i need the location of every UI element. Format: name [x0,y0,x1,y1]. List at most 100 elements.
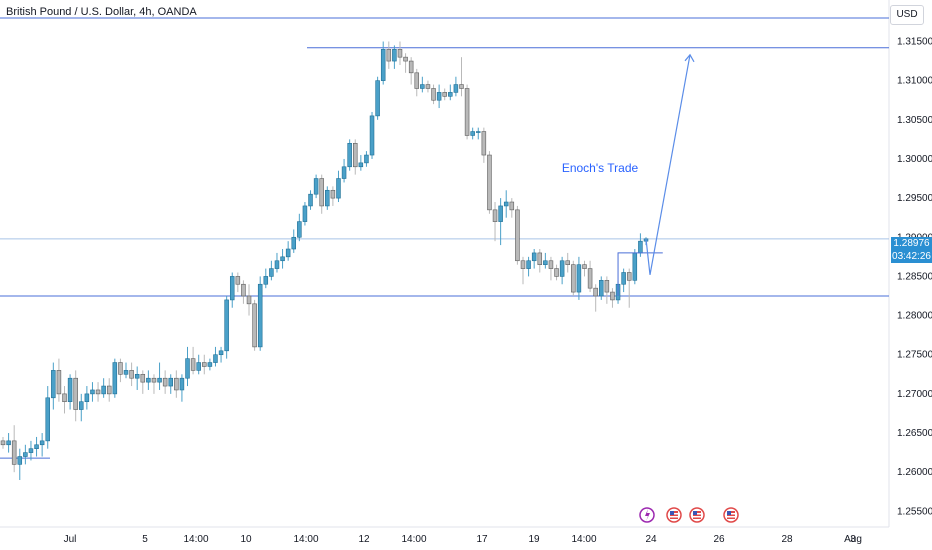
candle-body [101,385,106,395]
candle-body [134,373,140,379]
candle-body [246,295,252,305]
time-tick-label: 14:00 [401,534,426,545]
candle-body [481,131,487,156]
candle-body [118,362,123,375]
candle-body [297,221,302,238]
candle-body [269,268,274,277]
candle-body [0,440,6,446]
us-flag-icon[interactable] [689,507,705,523]
candle-body [174,377,179,391]
time-axis: Jul 5 14:00 10 14:00 12 14:00 17 19 14:00 24 26 28 Au… [64,534,862,545]
candle-body [364,154,369,164]
candle-body [470,131,475,136]
candle-body [492,209,498,222]
candle-body [67,377,73,403]
candle-body [503,201,509,207]
candle-body [638,240,643,254]
price-tick-label: 1.26000 [897,467,932,478]
candle-body [11,440,17,465]
lightning-event-icon[interactable] [639,507,655,523]
economic-events[interactable] [639,507,739,523]
candle-body [73,377,78,410]
candle-body [621,272,626,285]
candle-body [369,115,375,156]
trade-annotation: Enoch's Trade [562,161,639,175]
us-flag-icon[interactable] [723,507,739,523]
flag-white-stripe [670,516,678,518]
candle-body [498,205,503,222]
candle-body [548,260,554,269]
time-tick-label: 14:00 [183,534,208,545]
currency-button[interactable]: USD [890,5,924,25]
flag-canton [670,511,674,515]
candle-body [554,268,559,277]
price-tick-label: 1.31000 [897,76,932,87]
candle-body [358,162,364,168]
candle-body [559,260,565,277]
candle-body [610,291,615,301]
chart-title: British Pound / U.S. Dollar, 4h, OANDA [6,6,197,18]
projection-path [645,54,691,275]
candle-body [476,131,481,133]
price-tick-label: 1.28000 [897,311,932,322]
candle-body [380,49,386,81]
time-tick-label: Jul [64,534,77,545]
candle-body [308,193,313,207]
candle-body [403,56,408,62]
candle-body [6,440,11,446]
candle-body [39,440,45,446]
price-tick-label: 1.30500 [897,115,932,126]
time-tick-label: 26 [713,534,725,545]
flag-canton [727,511,731,515]
candle-body [487,154,492,211]
time-tick-label: 10 [240,534,252,545]
candle-body [442,92,447,97]
candle-body [582,264,587,269]
candle-body [229,276,235,301]
price-tick-label: 1.25500 [897,506,932,517]
lightning-bolt [645,509,650,521]
candle-body [123,370,129,375]
candle-body [280,256,285,262]
candle-body [257,283,263,348]
candle-body [397,49,403,58]
candle-body [146,377,151,383]
candle-body [531,252,537,262]
price-axis: 1.315001.310001.305001.300001.295001.290… [897,36,932,517]
candle-body [168,377,173,387]
candle-body [375,80,380,117]
horizontal-levels [0,17,889,459]
candle-body [106,385,112,395]
candle-body [453,84,459,93]
price-tick-label: 1.27000 [897,389,932,400]
candle-body [79,401,84,410]
candle-body [291,236,297,250]
candle-body [140,373,146,383]
candle-body [515,209,520,262]
candle-body [330,189,336,199]
candle-body [604,280,610,293]
bar-countdown: 03:42:26 [892,251,931,262]
candle-body [202,362,207,367]
candle-body [56,370,62,395]
us-flag-icon[interactable] [666,507,682,523]
candle-body [285,248,291,258]
candle-body [459,84,464,89]
candle-body [520,260,526,269]
candle-body [62,393,67,403]
candle-body [386,49,392,62]
candle-body [587,268,593,289]
candle-body [632,252,638,281]
candle-body [425,84,431,89]
candle-body [218,350,224,356]
candle-body [179,377,185,391]
candle-body [151,377,157,383]
candle-body [408,60,414,74]
current-price-badge[interactable]: 1.28976 03:42:26 [891,237,932,263]
candle-body [196,362,201,371]
candle-body [263,276,269,285]
time-tick-label: 3 [850,534,856,545]
projection-arrowhead [684,53,695,63]
time-tick-label: 17 [476,534,488,545]
